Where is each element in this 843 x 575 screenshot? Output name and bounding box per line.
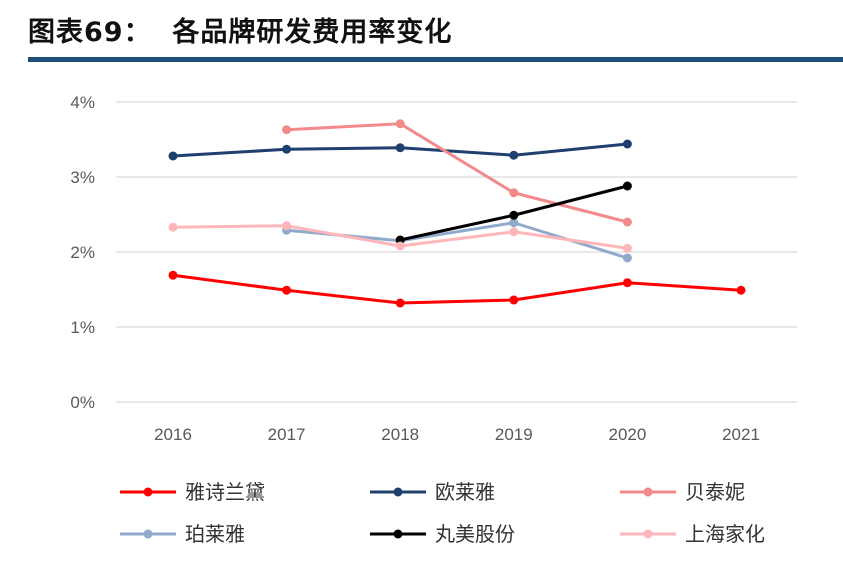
y-tick-label: 4% xyxy=(70,93,95,112)
legend-label: 雅诗兰黛 xyxy=(185,480,265,504)
data-point xyxy=(509,218,519,228)
data-point xyxy=(509,295,519,305)
data-point xyxy=(622,181,632,191)
y-tick-label: 2% xyxy=(70,243,95,262)
legend-marker xyxy=(143,487,153,497)
data-point xyxy=(168,222,178,232)
data-point xyxy=(395,143,405,153)
legend-marker xyxy=(393,487,403,497)
x-tick-label: 2019 xyxy=(495,425,533,444)
data-point xyxy=(736,285,746,295)
data-point xyxy=(168,270,178,280)
data-point xyxy=(168,151,178,161)
title-divider xyxy=(28,57,843,62)
data-point xyxy=(622,217,632,227)
data-point xyxy=(622,253,632,263)
data-point xyxy=(622,243,632,253)
data-point xyxy=(282,285,292,295)
data-point xyxy=(622,139,632,149)
legend-marker xyxy=(143,529,153,539)
legend-label: 珀莱雅 xyxy=(185,522,245,546)
legend-label: 上海家化 xyxy=(685,522,765,546)
series-line-2 xyxy=(286,122,628,224)
legend-marker xyxy=(643,487,653,497)
data-point xyxy=(509,227,519,237)
data-point xyxy=(509,188,519,198)
data-point xyxy=(622,278,632,288)
data-point xyxy=(509,210,519,220)
x-tick-label: 2018 xyxy=(381,425,419,444)
x-tick-label: 2017 xyxy=(268,425,306,444)
x-tick-label: 2016 xyxy=(154,425,192,444)
x-tick-label: 2021 xyxy=(722,425,760,444)
series-line-0 xyxy=(172,273,742,305)
data-point xyxy=(282,144,292,154)
data-point xyxy=(395,298,405,308)
legend-marker xyxy=(393,529,403,539)
data-point xyxy=(282,221,292,231)
x-tick-label: 2020 xyxy=(608,425,646,444)
data-point xyxy=(395,241,405,251)
legend-marker xyxy=(643,529,653,539)
data-point xyxy=(282,125,292,135)
legend-label: 丸美股份 xyxy=(435,522,515,546)
y-tick-label: 1% xyxy=(70,318,95,337)
y-tick-label: 3% xyxy=(70,168,95,187)
data-point xyxy=(509,150,519,160)
figure-title: 图表69： 各品牌研发费用率变化 xyxy=(28,17,453,48)
legend-label: 欧莱雅 xyxy=(435,480,495,504)
y-tick-label: 0% xyxy=(70,393,95,412)
data-point xyxy=(395,119,405,129)
legend-label: 贝泰妮 xyxy=(685,480,745,504)
